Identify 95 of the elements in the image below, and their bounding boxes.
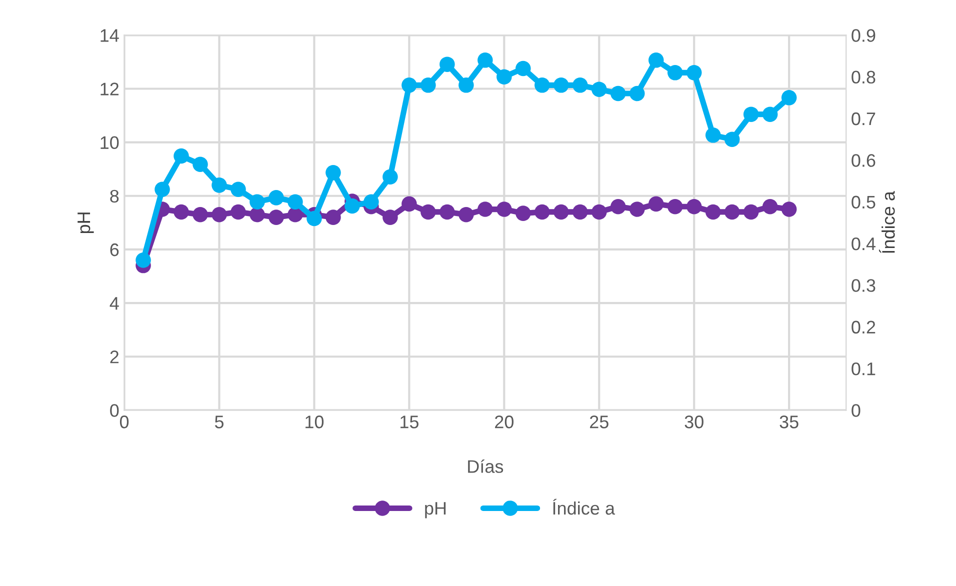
y2-tick-label: 0.1: [852, 362, 876, 376]
x-tick-label: 35: [780, 416, 798, 428]
point: [648, 52, 664, 68]
y2-tick-label: 0.4: [852, 237, 876, 250]
point: [458, 207, 474, 222]
point: [440, 204, 455, 220]
y-tick-label: 8: [110, 190, 119, 203]
point: [402, 78, 417, 93]
point: [686, 198, 702, 214]
point: [344, 198, 360, 214]
point: [610, 198, 626, 214]
point: [705, 128, 721, 143]
legend-label: pH: [425, 502, 446, 518]
point: [230, 182, 246, 197]
point: [572, 78, 588, 93]
point: [724, 132, 740, 147]
y-tick-label: 2: [110, 350, 119, 364]
point: [250, 207, 265, 222]
y2-tick-label: 0.5: [852, 196, 876, 209]
point: [686, 65, 702, 80]
y2-tick-label: 0.2: [852, 320, 876, 334]
y-tick-label: 0: [110, 404, 119, 417]
point: [781, 202, 797, 217]
point: [212, 178, 227, 193]
point: [496, 202, 512, 217]
x-tick-label: 5: [214, 416, 224, 428]
x-tick-label: 0: [120, 416, 129, 428]
point: [743, 106, 759, 122]
point: [762, 106, 778, 122]
point: [458, 78, 474, 93]
y2-tick-label: 0.3: [852, 279, 876, 292]
point: [572, 204, 588, 220]
x-tick-label: 10: [306, 416, 324, 428]
point: [781, 90, 797, 106]
point: [364, 194, 379, 210]
point: [534, 78, 550, 93]
y2-axis-title: Índice a: [879, 191, 895, 254]
y-axis-title: pH: [78, 212, 94, 234]
point: [382, 169, 398, 184]
x-tick-label: 20: [495, 416, 514, 428]
x-tick-label: 25: [590, 416, 608, 428]
y2-tick-label: 0.7: [852, 112, 876, 126]
point: [230, 204, 246, 220]
point: [478, 202, 493, 217]
x-axis-title: Días: [468, 459, 504, 473]
point: [534, 204, 550, 220]
point: [192, 207, 208, 222]
point: [136, 252, 151, 268]
point: [402, 196, 417, 212]
point: [382, 210, 398, 225]
point: [288, 194, 303, 210]
y-tick-label: 6: [110, 243, 119, 256]
point: [705, 204, 721, 220]
point: [326, 165, 341, 180]
point: [724, 204, 740, 220]
point: [591, 82, 607, 97]
y-tick-label: 10: [100, 136, 119, 150]
x-tick-label: 15: [400, 416, 418, 428]
point: [667, 198, 683, 214]
y2-tick-label: 0.6: [852, 154, 876, 167]
y2-tick-label: 0: [852, 404, 860, 417]
y-tick-label: 14: [100, 29, 119, 42]
point: [610, 86, 626, 102]
point: [192, 156, 208, 172]
point: [554, 78, 569, 93]
point: [516, 206, 531, 221]
point: [212, 207, 227, 222]
point: [420, 204, 436, 220]
point: [496, 69, 512, 84]
point: [762, 198, 778, 214]
legend-label: Índice a: [553, 498, 615, 515]
point: [306, 210, 322, 226]
point: [478, 52, 493, 68]
point: [268, 210, 284, 225]
point: [554, 204, 569, 220]
y2-tick-label: 0.8: [852, 70, 876, 84]
y-tick-label: 12: [100, 82, 119, 96]
point: [174, 148, 189, 164]
point: [154, 182, 170, 197]
point: [268, 190, 284, 206]
point: [591, 204, 607, 220]
y2-tick-label: 0.9: [852, 29, 876, 42]
point: [667, 65, 683, 80]
point: [174, 204, 189, 220]
y-tick-label: 4: [110, 297, 119, 310]
point: [648, 196, 664, 212]
point: [420, 78, 436, 93]
point: [629, 202, 645, 217]
point: [326, 210, 341, 225]
point: [250, 194, 265, 210]
x-tick-label: 30: [684, 416, 704, 428]
point: [629, 86, 645, 102]
point: [516, 60, 531, 76]
point: [440, 56, 455, 72]
point: [743, 204, 759, 220]
